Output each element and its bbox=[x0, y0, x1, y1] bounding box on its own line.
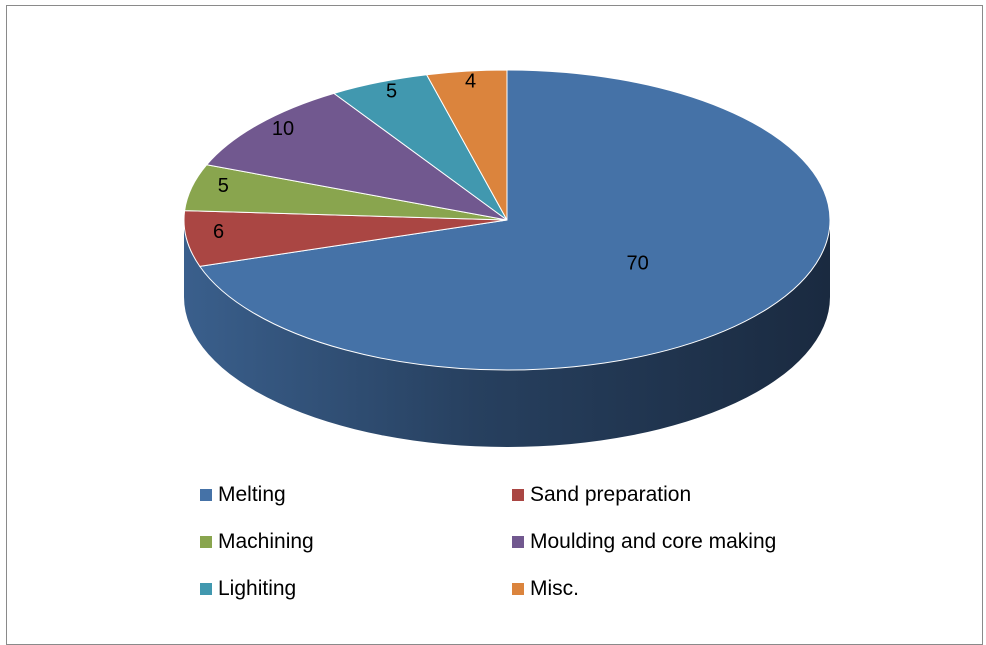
pie-slices bbox=[183, 69, 831, 371]
legend-swatch bbox=[512, 489, 524, 501]
chart-legend: Melting Sand preparation Machining Moulding… bbox=[200, 480, 860, 620]
legend-swatch bbox=[200, 583, 212, 595]
data-label-melting: 70 bbox=[627, 252, 649, 274]
pie-slice-moulding-and-core-making bbox=[206, 92, 508, 221]
legend-item-moulding-and-core-making: Moulding and core making bbox=[512, 527, 776, 557]
legend-label: Misc. bbox=[530, 577, 579, 600]
pie-slice-melting bbox=[199, 69, 831, 371]
legend-swatch bbox=[512, 583, 524, 595]
legend-item-misc: Misc. bbox=[512, 574, 579, 604]
pie-slice-misc bbox=[426, 69, 508, 221]
legend-label: Melting bbox=[218, 483, 286, 506]
legend-label: Sand preparation bbox=[530, 483, 692, 506]
legend-item-sand-preparation: Sand preparation bbox=[512, 480, 691, 510]
pie-side-wall bbox=[184, 220, 830, 447]
data-label-lighiting: 5 bbox=[386, 80, 397, 102]
data-label-machining: 5 bbox=[218, 175, 229, 197]
legend-item-lighiting: Lighiting bbox=[200, 574, 296, 604]
legend-swatch bbox=[512, 536, 524, 548]
chart-area: 70 6 5 10 5 4 Melting Sand preparation Machinin… bbox=[6, 5, 983, 645]
pie-chart: 70 6 5 10 5 4 bbox=[183, 69, 831, 447]
data-label-misc: 4 bbox=[465, 70, 476, 92]
legend-label: Moulding and core making bbox=[530, 530, 777, 553]
pie-side-melting bbox=[184, 220, 830, 447]
pie-data-labels: 70 6 5 10 5 4 bbox=[213, 70, 649, 274]
data-label-moulding-and-core-making: 10 bbox=[272, 118, 294, 140]
legend-item-melting: Melting bbox=[200, 480, 286, 510]
legend-swatch bbox=[200, 489, 212, 501]
legend-label: Lighiting bbox=[218, 577, 297, 600]
legend-item-machining: Machining bbox=[200, 527, 314, 557]
pie-slice-sand-preparation bbox=[183, 210, 508, 267]
legend-label: Machining bbox=[218, 530, 314, 553]
data-label-sand-preparation: 6 bbox=[213, 221, 224, 243]
legend-swatch bbox=[200, 536, 212, 548]
